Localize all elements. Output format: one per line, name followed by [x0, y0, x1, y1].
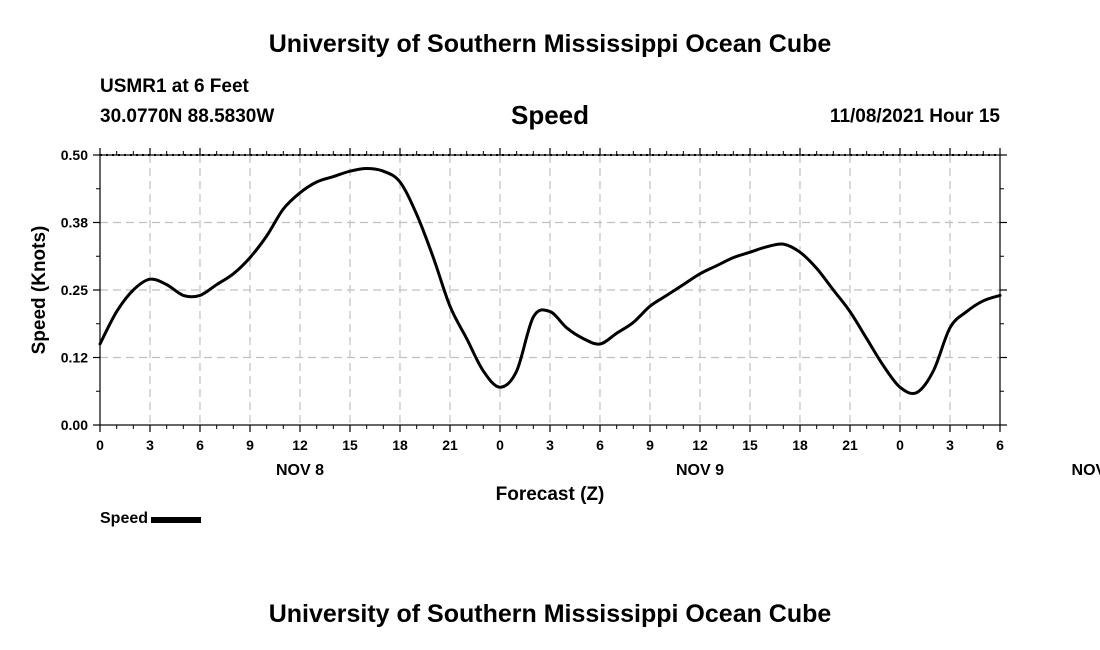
x-tick-label: 18 — [392, 437, 408, 453]
chart-legend: Speed — [100, 510, 202, 528]
y-tick-label: 0.25 — [61, 282, 88, 298]
station-coordinates: 30.0770N 88.5830W — [100, 106, 275, 127]
x-tick-label: 0 — [896, 437, 904, 453]
x-tick-label: 3 — [946, 437, 954, 453]
x-tick-label: 12 — [692, 437, 708, 453]
x-tick-label: 18 — [792, 437, 808, 453]
x-tick-label: 6 — [596, 437, 604, 453]
x-tick-label: 3 — [546, 437, 554, 453]
x-tick-label: 0 — [96, 437, 104, 453]
date-label: NOV 9 — [676, 462, 724, 479]
y-tick-label: 0.00 — [61, 417, 88, 433]
y-tick-label: 0.50 — [61, 147, 88, 163]
x-tick-label: 6 — [196, 437, 204, 453]
x-tick-label: 12 — [292, 437, 308, 453]
station-label: USMR1 at 6 Feet — [100, 76, 249, 97]
chart-axes: 0.00 0.12 0.25 0.38 0.50 0 3 6 9 12 15 18 21 0 3 6 9 12 15… — [61, 147, 1100, 479]
x-tick-label: 0 — [496, 437, 504, 453]
x-tick-label: 3 — [146, 437, 154, 453]
page-title: University of Southern Mississippi Ocean… — [268, 30, 832, 58]
date-label: NOV 10 — [1072, 462, 1100, 479]
x-tick-label: 21 — [842, 437, 858, 453]
x-tick-label: 6 — [996, 437, 1004, 453]
x-tick-label: 21 — [442, 437, 458, 453]
forecast-timestamp: 11/08/2021 Hour 15 — [829, 106, 1000, 127]
y-tick-label: 0.12 — [61, 350, 88, 366]
x-tick-label: 9 — [646, 437, 654, 453]
x-tick-label: 15 — [342, 437, 358, 453]
legend-line-swatch — [151, 517, 202, 523]
x-tick-label: 15 — [742, 437, 758, 453]
x-tick-label: 9 — [246, 437, 254, 453]
y-axis-label: Speed (Knots) — [29, 226, 50, 355]
footer-title: University of Southern Mississippi Ocean… — [268, 600, 832, 628]
x-axis-label: Forecast (Z) — [496, 484, 605, 505]
y-tick-label: 0.38 — [61, 215, 88, 231]
date-label: NOV 8 — [276, 462, 324, 479]
chart-title: Speed — [510, 100, 590, 130]
legend-label: Speed — [100, 510, 149, 527]
chart-grid — [100, 155, 1000, 425]
speed-series-line — [98, 167, 1002, 396]
